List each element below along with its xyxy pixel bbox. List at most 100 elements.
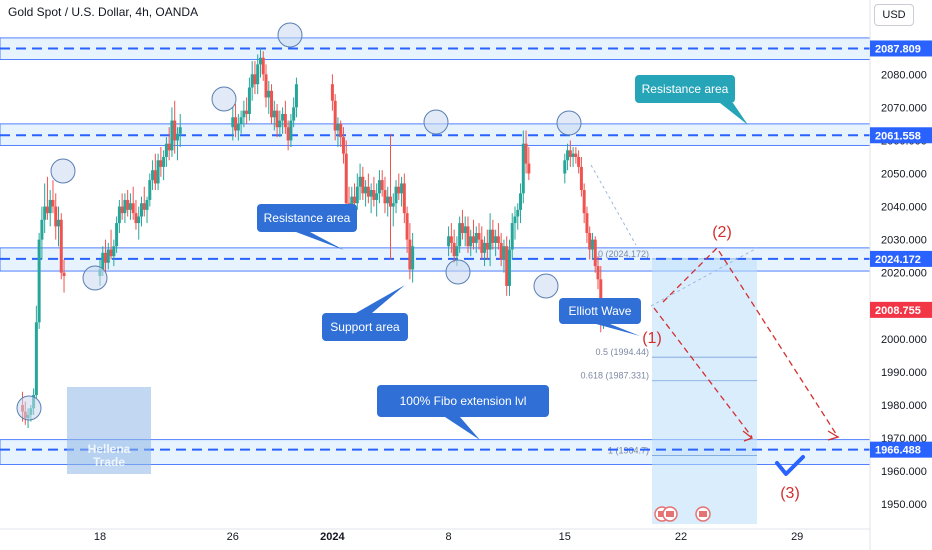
watermark-box xyxy=(67,387,151,474)
fib-anchor-line-2 xyxy=(650,247,758,307)
price-tick: 2050.000 xyxy=(881,168,927,180)
candle-body xyxy=(582,190,586,214)
currency-button[interactable]: USD xyxy=(874,4,914,26)
price-tick: 2080.000 xyxy=(881,69,927,81)
label-wave_2: (2) xyxy=(712,224,732,241)
candle-body xyxy=(151,170,155,181)
candle-body xyxy=(563,160,567,174)
price-label-box xyxy=(870,40,932,57)
candle-body xyxy=(449,236,453,243)
fib-box xyxy=(652,258,757,524)
candle-body xyxy=(480,239,484,253)
label-wave_3: (3) xyxy=(780,485,800,502)
candle-body xyxy=(145,199,149,210)
candle-body xyxy=(250,74,254,88)
callout-elliott_wave xyxy=(559,298,641,324)
candle-body xyxy=(51,199,55,207)
fib-label: 0 (2024.172) xyxy=(598,249,649,259)
check-icon xyxy=(775,455,805,476)
candle-body xyxy=(389,196,392,207)
callout-resistance_area_1 xyxy=(257,204,357,232)
candle-body xyxy=(383,190,387,204)
candle-body xyxy=(491,229,495,243)
candle-body xyxy=(474,233,478,243)
time-tick: 15 xyxy=(559,531,571,543)
price-label: 2061.558 xyxy=(875,130,921,142)
callout-text-support_area: Support area xyxy=(330,320,400,334)
fib-anchor-line xyxy=(590,164,637,246)
candle-body xyxy=(242,110,246,118)
candle-body xyxy=(101,252,105,270)
arrow-head xyxy=(827,430,840,441)
fib-label: 0.618 (1987.331) xyxy=(580,371,649,381)
price-tick: 1950.000 xyxy=(881,499,927,511)
callout-text-resistance_area_1: Resistance area xyxy=(264,211,351,225)
swing-circle xyxy=(211,86,237,112)
candle-body xyxy=(527,163,531,174)
candle-body xyxy=(178,127,182,134)
fib-label: 0.5 (1994.44) xyxy=(595,347,649,357)
event-flag-stripe xyxy=(666,511,674,517)
candle-body xyxy=(574,153,578,157)
candle-body xyxy=(175,133,179,141)
candle-body xyxy=(264,74,268,98)
callout-fibo_ext xyxy=(377,385,549,417)
candle-body xyxy=(126,199,130,210)
candle-body xyxy=(115,223,119,247)
candle-body xyxy=(231,117,235,128)
candle-body xyxy=(466,226,470,247)
candle-body xyxy=(455,246,459,257)
candle-body xyxy=(483,242,487,253)
candle-body xyxy=(164,143,168,157)
candle-body xyxy=(292,107,296,121)
candle-body xyxy=(469,236,473,247)
candle-body xyxy=(488,229,492,250)
wave-2-path xyxy=(662,246,839,438)
price-label: 2087.809 xyxy=(875,43,921,55)
candle-body xyxy=(173,120,177,141)
price-tick: 1980.000 xyxy=(881,400,927,412)
candle-body xyxy=(167,143,171,151)
candle-body xyxy=(499,242,503,260)
candle-body xyxy=(485,242,489,250)
callout-support_area xyxy=(322,313,408,341)
callout-text-elliott_wave: Elliott Wave xyxy=(569,304,632,318)
price-label-box xyxy=(870,127,932,144)
price-label: 2024.172 xyxy=(875,254,921,266)
candle-body xyxy=(43,206,47,220)
candle-body xyxy=(566,150,570,161)
event-flag-stripe xyxy=(658,511,666,517)
price-label: 1966.488 xyxy=(875,445,921,457)
candle-body xyxy=(353,196,357,204)
candle-body xyxy=(153,170,157,184)
time-tick: 2024 xyxy=(320,531,345,543)
swing-circle xyxy=(16,395,42,421)
candle-body xyxy=(45,206,49,214)
chart-title: Gold Spot / U.S. Dollar, 4h, OANDA xyxy=(8,5,199,19)
candle-body xyxy=(386,196,390,204)
candle-body xyxy=(109,249,113,257)
watermark-line-1: Hellena xyxy=(88,442,131,456)
candle-body xyxy=(344,153,348,204)
candle-body xyxy=(513,216,517,224)
candle-body xyxy=(236,123,240,131)
candle-body xyxy=(477,233,481,240)
time-tick: 29 xyxy=(791,531,803,543)
event-flag-stripe xyxy=(699,511,707,517)
candle-body xyxy=(239,117,243,124)
candle-body xyxy=(275,110,279,128)
candle-body xyxy=(364,186,368,194)
candle-body xyxy=(40,219,44,240)
candle-body xyxy=(496,236,500,243)
candle-body xyxy=(278,120,282,128)
candle-body xyxy=(131,203,135,214)
candle-body xyxy=(568,150,572,157)
candle-body xyxy=(391,203,395,207)
candle-body xyxy=(588,233,592,250)
candle-body xyxy=(170,120,174,151)
candle-body xyxy=(142,203,146,210)
candle-body xyxy=(579,166,583,191)
candle-body xyxy=(355,186,359,204)
candle-body xyxy=(577,156,581,167)
